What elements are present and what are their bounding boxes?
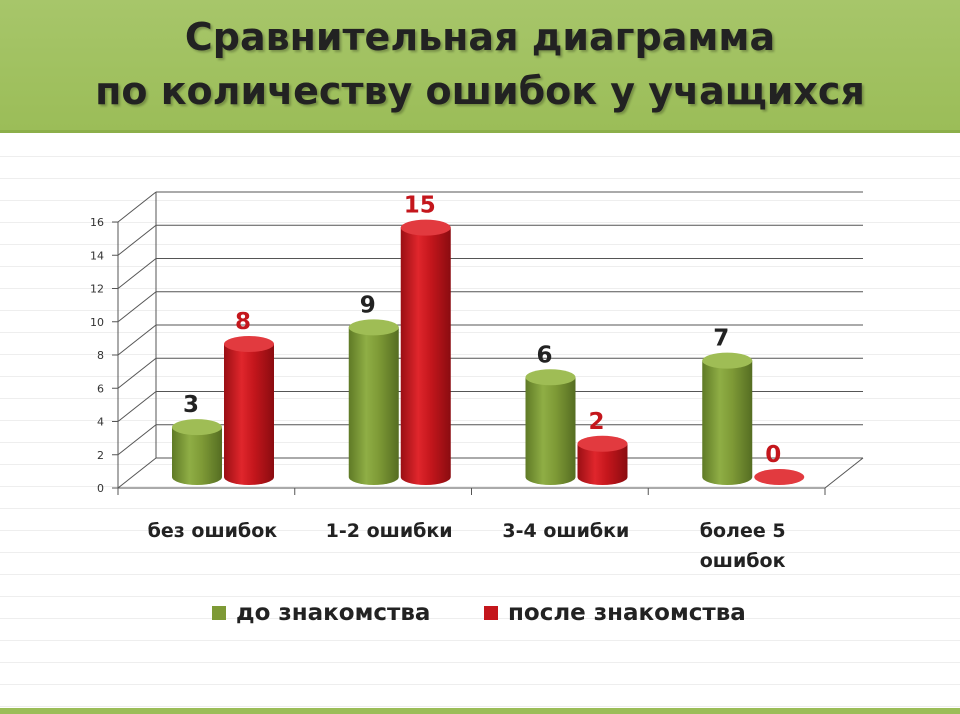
bar xyxy=(400,219,451,485)
category-label: 1-2 ошибки xyxy=(326,520,453,542)
data-label: 2 xyxy=(588,409,604,435)
bar-top xyxy=(754,469,805,485)
bar xyxy=(702,352,753,485)
bar-body xyxy=(172,427,222,485)
data-label: 7 xyxy=(713,326,729,352)
gridline-diagonal xyxy=(117,457,157,489)
data-label: 6 xyxy=(536,342,552,368)
bar-top xyxy=(577,435,628,452)
bar-top xyxy=(400,219,451,236)
legend-label: после знакомства xyxy=(508,600,746,626)
bar-body xyxy=(348,327,399,485)
bar xyxy=(754,469,805,485)
y-tick-label: 14 xyxy=(90,249,104,262)
gridline-diagonal xyxy=(117,424,157,456)
data-label: 0 xyxy=(765,442,781,468)
y-tick-label: 10 xyxy=(90,316,104,329)
title-line-1: Сравнительная диаграмма xyxy=(184,15,776,59)
y-tick-label: 16 xyxy=(90,216,104,229)
data-label: 9 xyxy=(360,292,376,318)
y-tick-label: 2 xyxy=(97,449,104,462)
data-label: 3 xyxy=(183,392,199,418)
bar-body xyxy=(224,344,274,485)
y-tick-label: 4 xyxy=(97,416,104,429)
bar-top xyxy=(525,369,576,386)
gridline-diagonal xyxy=(117,291,157,323)
bar-body xyxy=(702,360,753,485)
bar-body xyxy=(525,377,576,485)
legend-label: до знакомства xyxy=(236,600,430,626)
bar-top xyxy=(172,419,222,436)
gridline-diagonal xyxy=(117,191,157,223)
category-label: ошибок xyxy=(700,550,786,572)
gridline-diagonal xyxy=(117,357,157,389)
category-labels: без ошибок 1-2 ошибки 3-4 ошибки более 5 оши… xyxy=(148,520,786,572)
y-tick-label: 6 xyxy=(97,382,104,395)
gridline-diagonal xyxy=(117,258,157,289)
data-label: 8 xyxy=(235,309,251,335)
bar xyxy=(525,369,576,485)
data-labels: 3 8 9 15 6 2 7 0 xyxy=(183,193,781,468)
legend-swatch xyxy=(212,606,226,620)
bar xyxy=(577,435,628,485)
category-label: более 5 xyxy=(700,520,786,542)
chart-title: Сравнительная диаграмма по количеству ош… xyxy=(0,10,960,118)
y-tick-label: 0 xyxy=(97,482,104,495)
floor-edge xyxy=(824,457,864,489)
bar xyxy=(172,419,222,485)
bar xyxy=(348,319,399,485)
bar-top xyxy=(224,336,274,352)
category-label: 3-4 ошибки xyxy=(502,520,629,542)
axes: 0 2 4 6 8 10 12 14 16 xyxy=(90,192,864,495)
bars xyxy=(172,219,805,485)
data-label: 15 xyxy=(404,193,436,219)
bar-top xyxy=(348,319,399,336)
bottom-border xyxy=(0,708,960,714)
gridline-diagonal xyxy=(117,224,157,256)
legend: до знакомства после знакомства xyxy=(212,600,746,626)
category-label: без ошибок xyxy=(148,520,278,542)
bar-top xyxy=(702,352,753,369)
bar-body xyxy=(577,443,628,485)
title-banner: Сравнительная диаграмма по количеству ош… xyxy=(0,0,960,133)
bar-body xyxy=(400,227,451,485)
legend-swatch xyxy=(484,606,498,620)
gridline-diagonal xyxy=(117,324,157,356)
gridline-diagonal xyxy=(117,391,157,422)
bar xyxy=(224,336,274,485)
y-tick-label: 12 xyxy=(90,283,104,296)
title-line-2: по количеству ошибок у учащихся xyxy=(95,69,865,113)
y-tick-label: 8 xyxy=(97,349,104,362)
